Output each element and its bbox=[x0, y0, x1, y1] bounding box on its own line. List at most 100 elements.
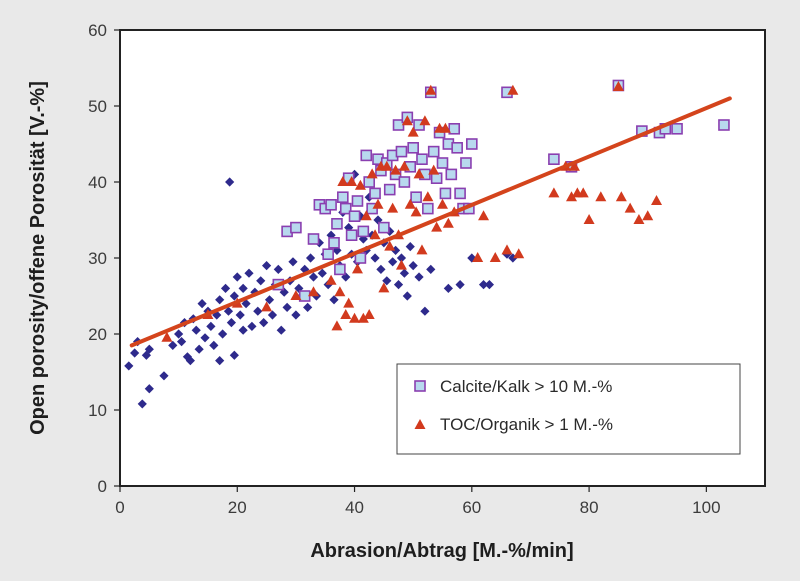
square-point bbox=[334, 263, 346, 276]
diamond-point bbox=[402, 291, 412, 301]
diamond-point bbox=[455, 280, 465, 290]
y-tick-label: 40 bbox=[88, 173, 107, 192]
diamond-point bbox=[355, 211, 366, 221]
diamond-point bbox=[291, 310, 301, 320]
triangle-point bbox=[583, 214, 595, 224]
square-point bbox=[410, 191, 422, 203]
triangle-point bbox=[360, 210, 372, 221]
triangle-point bbox=[340, 309, 352, 319]
triangle-point bbox=[387, 202, 399, 213]
triangle-point bbox=[624, 202, 636, 213]
triangle-point bbox=[404, 198, 416, 209]
y-tick-label: 20 bbox=[88, 325, 107, 344]
diamond-point bbox=[141, 350, 151, 360]
triangle-point bbox=[437, 198, 448, 209]
triangle-point bbox=[577, 187, 589, 198]
x-tick-label: 60 bbox=[462, 498, 481, 517]
diamond-point bbox=[191, 325, 201, 335]
triangle-point bbox=[343, 297, 355, 308]
x-tick-label: 20 bbox=[228, 498, 247, 517]
square-point bbox=[439, 187, 452, 200]
square-point bbox=[395, 145, 408, 158]
square-point bbox=[290, 221, 302, 234]
diamond-point bbox=[218, 329, 228, 339]
diamond-point bbox=[250, 287, 260, 297]
triangle-point bbox=[372, 198, 384, 209]
diamond-point bbox=[405, 242, 415, 252]
triangle-point bbox=[489, 252, 501, 262]
square-point bbox=[348, 210, 361, 222]
triangle-point bbox=[395, 259, 407, 270]
diamond-point bbox=[382, 276, 392, 286]
square-point bbox=[328, 237, 340, 249]
x-tick-label: 0 bbox=[115, 498, 124, 517]
triangle-point bbox=[346, 176, 358, 186]
diamond-point bbox=[264, 295, 275, 305]
triangle-point bbox=[290, 290, 302, 300]
diamond-point bbox=[209, 340, 219, 350]
triangle-point bbox=[331, 320, 343, 331]
triangle-point bbox=[410, 206, 422, 217]
square-point bbox=[337, 191, 349, 203]
diamond-point bbox=[225, 177, 235, 187]
diamond-point bbox=[329, 295, 339, 305]
diamond-point bbox=[229, 291, 239, 301]
square-point bbox=[430, 172, 443, 184]
triangle-point bbox=[384, 240, 396, 251]
diamond-point bbox=[282, 302, 292, 312]
diamond-point bbox=[303, 302, 313, 312]
diamond-point bbox=[294, 283, 304, 293]
diamond-point bbox=[261, 261, 272, 271]
triangle-point bbox=[381, 160, 393, 171]
triangle-point bbox=[615, 191, 627, 202]
legend-box bbox=[396, 363, 741, 455]
triangle-point bbox=[378, 282, 390, 293]
triangle-point bbox=[351, 263, 363, 274]
diamond-point bbox=[215, 295, 225, 305]
square-point bbox=[718, 119, 730, 131]
diamond-point bbox=[244, 268, 254, 278]
diamond-point bbox=[288, 257, 298, 267]
diamond-point bbox=[276, 325, 286, 335]
triangle-point bbox=[633, 214, 645, 224]
square-point bbox=[671, 123, 683, 135]
y-axis-title: Open porosity/offene Porosität [V.-%] bbox=[27, 81, 49, 435]
triangle-point bbox=[401, 115, 413, 126]
legend-triangle-icon bbox=[414, 419, 426, 429]
square-point bbox=[325, 199, 337, 211]
diamond-point bbox=[130, 348, 140, 358]
diamond-point bbox=[399, 268, 409, 278]
triangle-point bbox=[566, 191, 577, 202]
triangle-point bbox=[478, 210, 490, 221]
diamond-point bbox=[194, 344, 204, 354]
diamond-point bbox=[478, 280, 489, 290]
diamond-point bbox=[238, 283, 248, 293]
diamond-point bbox=[232, 272, 242, 282]
diamond-point bbox=[247, 321, 257, 331]
square-point bbox=[548, 153, 560, 165]
triangle-point bbox=[595, 191, 607, 202]
diamond-point bbox=[385, 226, 395, 236]
diamond-point bbox=[241, 299, 251, 309]
diamond-point bbox=[197, 299, 207, 309]
diamond-point bbox=[256, 276, 266, 286]
square-point bbox=[427, 145, 440, 158]
diamond-point bbox=[326, 230, 336, 240]
diamond-point bbox=[206, 321, 216, 331]
data-points bbox=[124, 79, 730, 409]
legend-square-marker bbox=[414, 380, 426, 392]
square-point bbox=[422, 202, 434, 215]
diamond-point bbox=[137, 399, 147, 409]
diamond-point bbox=[305, 253, 316, 263]
diamond-point bbox=[267, 310, 278, 320]
diamond-point bbox=[443, 283, 453, 293]
triangle-point bbox=[612, 81, 624, 91]
diamond-point bbox=[174, 329, 184, 339]
square-point bbox=[407, 142, 419, 154]
square-point bbox=[378, 221, 390, 234]
square-point bbox=[331, 218, 343, 230]
diamond-point bbox=[484, 280, 495, 290]
x-tick-label: 100 bbox=[692, 498, 720, 517]
square-point bbox=[466, 138, 478, 150]
